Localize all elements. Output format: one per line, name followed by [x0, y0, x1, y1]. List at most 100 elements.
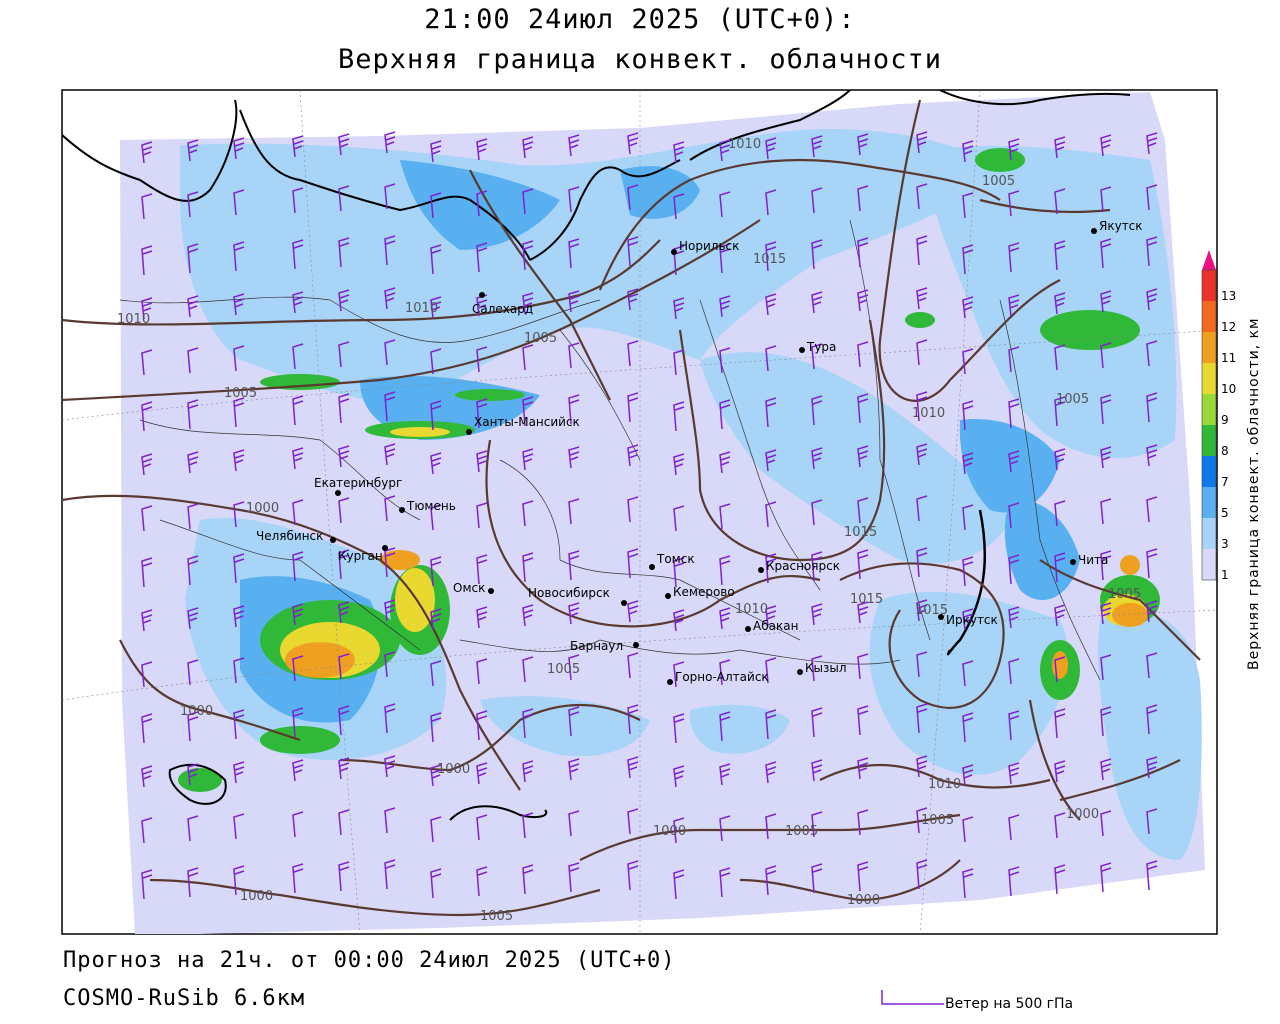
city-label: Барнаул [570, 639, 623, 653]
wind-barb [233, 189, 245, 216]
wind-barb [476, 658, 488, 685]
wind-barb [719, 243, 731, 274]
isobar-label: 1005 [921, 813, 954, 828]
wind-barb [430, 868, 442, 899]
wind-barb [1008, 450, 1020, 473]
wind-barb [233, 605, 245, 628]
wind-barb [141, 713, 153, 744]
legend-tick: 10 [1221, 382, 1237, 396]
wind-barb [187, 607, 199, 630]
wind-barb [430, 192, 442, 219]
wind-barb [1008, 190, 1020, 217]
wind-barb [1008, 502, 1020, 529]
wind-barb [765, 709, 777, 740]
legend-swatch [1202, 456, 1216, 488]
wind-barb [1146, 340, 1158, 367]
wind-barb [568, 290, 580, 313]
wind-barb [568, 550, 580, 581]
wind-barb [141, 869, 153, 900]
wind-barb [916, 495, 928, 522]
wind-barb [811, 187, 823, 214]
wind-barb [1146, 288, 1158, 311]
city-label: Ханты-Мансийск [474, 415, 580, 429]
wind-barb [765, 189, 777, 216]
wind-barb [233, 449, 245, 472]
isobar-label: 1000 [246, 501, 279, 516]
wind-barb [765, 813, 777, 840]
wind-barb [522, 552, 534, 583]
isobar-label: 1010 [912, 406, 945, 421]
wind-barbs [141, 131, 1158, 900]
wind-barb [719, 295, 731, 318]
wind-barb [187, 451, 199, 474]
wind-barb [384, 443, 396, 466]
wind-barb [476, 190, 488, 217]
wind-barb [962, 452, 974, 475]
wind-barb [522, 396, 534, 427]
wind-barb [673, 661, 685, 688]
wind-barb [476, 814, 488, 841]
wind-barb [141, 557, 153, 588]
wind-barb [1054, 500, 1066, 527]
wind-barb [857, 445, 869, 468]
wind-barb [141, 817, 153, 844]
wind-barb [233, 709, 245, 740]
wind-barb [187, 399, 199, 430]
wind-barb [522, 344, 534, 371]
wind-barb [292, 395, 304, 426]
wind-barb [719, 867, 731, 898]
wind-barb [384, 755, 396, 778]
isobar-label: 1005 [547, 662, 580, 677]
wind-barb [1054, 292, 1066, 315]
wind-barb [1146, 496, 1158, 523]
wind-barb [1008, 814, 1020, 841]
wind-barb [857, 653, 869, 680]
wind-barb [476, 346, 488, 373]
wind-barb [476, 242, 488, 273]
city-label: Норильск [679, 239, 739, 253]
wind-barb [962, 608, 974, 631]
isobar-label: 1005 [1056, 392, 1089, 407]
wind-barb [627, 652, 639, 679]
wind-barb [233, 397, 245, 428]
wind-barb [292, 187, 304, 214]
wind-barb [568, 758, 580, 781]
wind-barb [719, 555, 731, 586]
isobar-label: 1000 [240, 889, 273, 904]
wind-barb [141, 141, 153, 164]
wind-barb [962, 816, 974, 843]
wind-barb [811, 135, 823, 158]
wind-barb [1054, 604, 1066, 627]
legend-swatch [1202, 270, 1216, 302]
legend-tick: 9 [1221, 413, 1229, 427]
wind-barb [187, 711, 199, 742]
wind-barb [719, 139, 731, 162]
wind-barb [627, 808, 639, 835]
wind-barb [857, 133, 869, 156]
wind-barb [187, 347, 199, 374]
wind-barb [673, 141, 685, 164]
wind-barb [811, 603, 823, 626]
wind-barb [384, 599, 396, 622]
wind-barb [568, 238, 580, 269]
wind-barb [522, 864, 534, 895]
city-label: Тура [806, 340, 836, 354]
wind-barb [568, 186, 580, 213]
wind-barb [857, 809, 869, 836]
city-label: Салехард [472, 302, 533, 316]
wind-barb [233, 137, 245, 160]
wind-barb [916, 807, 928, 834]
forecast-info: Прогноз на 21ч. от 00:00 24июл 2025 (UTC… [63, 948, 676, 973]
wind-barb [1146, 444, 1158, 467]
wind-barb [476, 138, 488, 161]
wind-barb [719, 399, 731, 430]
wind-barb [811, 811, 823, 838]
wind-barb [857, 757, 869, 780]
legend-swatch [1202, 394, 1216, 426]
wind-barb [187, 139, 199, 162]
legend-swatch [1202, 301, 1216, 333]
isobar-label: 1000 [847, 893, 880, 908]
wind-barb [292, 863, 304, 894]
wind-barb [338, 705, 350, 736]
